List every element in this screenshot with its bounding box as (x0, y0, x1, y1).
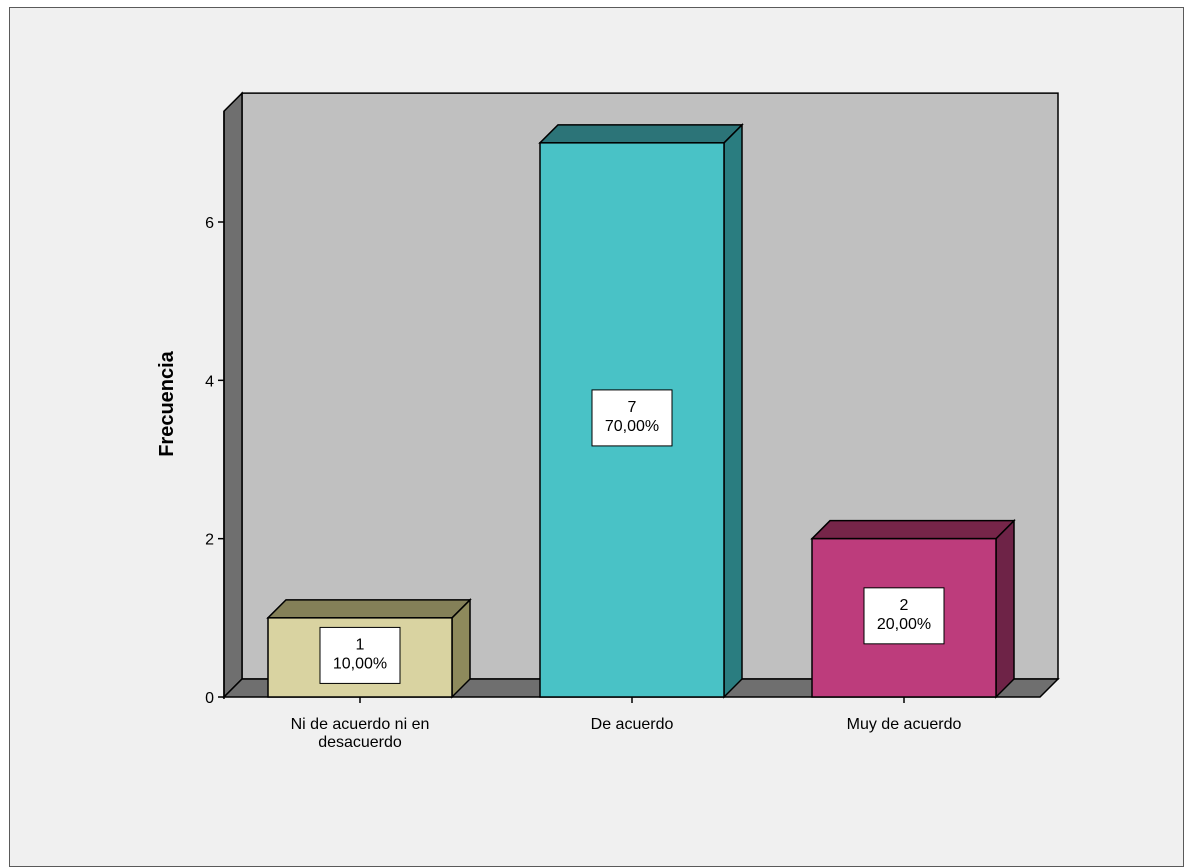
data-label-percent: 20,00% (877, 616, 931, 633)
bars: 1 10,00% 7 70,00% 2 20,00% (266, 123, 1016, 699)
bar-top (538, 124, 744, 144)
data-label-percent: 10,00% (333, 655, 387, 672)
bar-1: 1 10,00% (266, 598, 472, 699)
x-tick-label: Muy de acuerdo (847, 716, 962, 733)
bar-side (723, 123, 743, 699)
y-tick-label: 4 (205, 373, 214, 390)
x-tick-label: desacuerdo (318, 734, 402, 751)
data-label-count: 1 (356, 636, 365, 653)
y-tick-label: 0 (205, 690, 214, 707)
data-label-percent: 70,00% (605, 418, 659, 435)
x-tick-label: Ni de acuerdo ni en (291, 716, 430, 733)
bar-2: 7 70,00% (538, 123, 744, 699)
bar-top (810, 519, 1016, 540)
bar-3: 2 20,00% (810, 518, 1016, 699)
bar-side (995, 518, 1015, 699)
y-tick-label: 2 (205, 532, 214, 549)
data-label-count: 2 (900, 597, 909, 614)
y-axis-title: Frecuencia (156, 350, 178, 456)
y-axis: 0 2 4 6 (205, 111, 225, 707)
left-wall (223, 91, 243, 699)
data-label-box (863, 587, 945, 645)
x-tick-label: De acuerdo (591, 716, 674, 733)
y-tick-label: 6 (205, 215, 214, 232)
data-label-box (319, 626, 401, 684)
bar-top (266, 599, 472, 619)
data-label-count: 7 (628, 399, 637, 416)
data-label-box (591, 389, 673, 447)
